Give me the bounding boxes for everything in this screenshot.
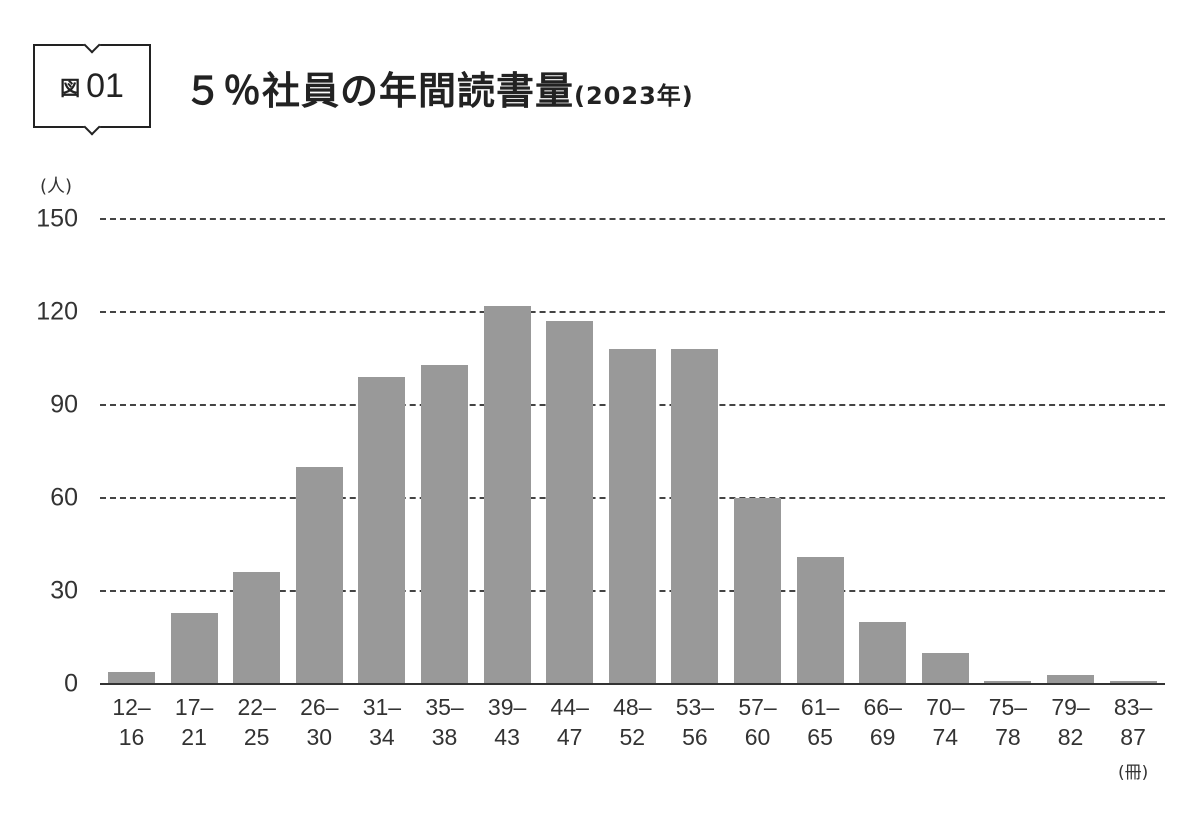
x-tick-label: 79– 82 (1051, 694, 1090, 750)
y-tick-label: 0 (64, 669, 78, 698)
x-tick-label: 12– 16 (112, 694, 151, 750)
x-tick-label: 48– 52 (613, 694, 652, 750)
bar-48–52 (608, 349, 656, 684)
x-tick-label: 17– 21 (174, 694, 214, 750)
figure-number: 01 (86, 66, 124, 105)
figure-kanji: 図 (60, 75, 81, 100)
chart-title: ５％社員の年間読書量(2023年) (184, 60, 694, 115)
bar-17–21 (170, 612, 218, 684)
bar-79–82 (1047, 674, 1094, 684)
x-tick-label: 39– 43 (487, 694, 527, 750)
x-tick-label: 31– 34 (362, 694, 402, 750)
chart-title-main: ５％社員の年間読書量 (184, 69, 575, 113)
figure-number-badge: 図 01 (33, 44, 151, 128)
bar-44–47 (546, 321, 594, 684)
bar-31–34 (358, 377, 406, 684)
gridline (100, 218, 1165, 220)
x-tick-label: 35– 38 (425, 694, 464, 750)
bar-26–30 (295, 467, 343, 684)
y-tick-label: 120 (36, 297, 78, 326)
bar-83–87 (1109, 680, 1157, 684)
bar-22–25 (233, 572, 281, 684)
x-tick-label: 61– 65 (800, 694, 840, 750)
x-tick-label: 66– 69 (863, 694, 902, 750)
bar-12–16 (108, 671, 155, 684)
y-axis-unit: (人) (40, 176, 73, 197)
x-tick-label: 22– 25 (237, 694, 276, 750)
x-tick-label: 83– 87 (1113, 694, 1153, 750)
chart-title-year: (2023年) (574, 82, 694, 110)
bar-57–60 (734, 498, 781, 684)
x-tick-label: 26– 30 (300, 694, 339, 750)
y-tick-label: 60 (50, 483, 78, 512)
bar-35–38 (421, 364, 468, 684)
x-axis-line (100, 683, 1165, 685)
x-tick-label: 57– 60 (738, 694, 777, 750)
x-tick-label: 53– 56 (675, 694, 715, 750)
gridline (100, 311, 1165, 313)
x-tick-label: 75– 78 (988, 694, 1028, 750)
bar-66–69 (859, 622, 907, 684)
y-tick-label: 150 (36, 204, 78, 233)
bar-39–43 (483, 305, 531, 684)
x-tick-label: 70– 74 (926, 694, 965, 750)
y-tick-label: 90 (50, 390, 78, 419)
x-tick-label: 44– 47 (550, 694, 589, 750)
y-tick-label: 30 (50, 576, 78, 605)
x-axis-unit: (冊) (1118, 763, 1149, 783)
bar-61–65 (796, 556, 844, 684)
bar-70–74 (921, 653, 969, 684)
bar-53–56 (671, 349, 719, 684)
bar-75–78 (984, 680, 1032, 684)
